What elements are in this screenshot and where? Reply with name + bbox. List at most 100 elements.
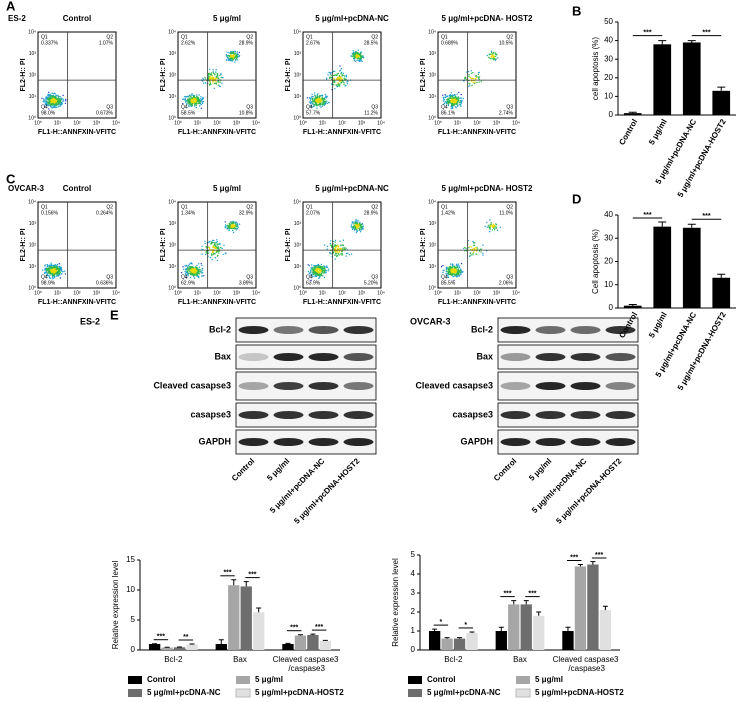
event-dot: [333, 251, 335, 253]
bar: [282, 644, 294, 650]
event-dot: [228, 222, 230, 225]
event-dot: [196, 97, 198, 100]
significance-label: *: [464, 622, 467, 629]
event-dot: [217, 77, 220, 79]
plot-frame: [177, 31, 257, 119]
event-dot: [478, 71, 480, 74]
event-dot: [231, 60, 234, 62]
event-dot: [315, 97, 318, 99]
event-dot: [201, 98, 204, 101]
event-dot: [193, 275, 195, 278]
event-dot: [316, 107, 318, 109]
event-dot: [449, 273, 451, 275]
event-dot: [54, 270, 57, 273]
event-dot: [196, 275, 198, 277]
x-tick-label: 10⁴: [252, 290, 260, 296]
error-bar: [297, 634, 303, 636]
event-dot: [182, 266, 184, 268]
quadrant-name: Q1: [306, 204, 313, 210]
blot-band: [500, 411, 531, 419]
event-dot: [320, 268, 323, 270]
event-dot: [496, 54, 498, 56]
quadrant-percent: 98.0%: [41, 110, 56, 116]
y-tick-label: 10¹: [29, 94, 37, 100]
event-dot: [54, 265, 56, 267]
event-dot: [468, 255, 471, 257]
event-dot: [450, 106, 453, 108]
bar: [653, 44, 672, 115]
event-dot: [222, 253, 224, 256]
event-dot: [235, 58, 238, 60]
event-dot: [318, 102, 321, 105]
event-dot: [229, 57, 231, 59]
event-dot: [482, 252, 484, 254]
event-dot: [223, 244, 225, 246]
bar: [599, 610, 612, 650]
x-tick-label: 10¹: [54, 120, 62, 126]
event-dot: [201, 245, 203, 248]
y-tick-label: 10⁴: [168, 199, 176, 205]
event-dot: [189, 272, 191, 275]
x-tick-label: 10⁴: [512, 290, 520, 296]
event-dot: [237, 226, 239, 228]
x-tick-label: 10¹: [194, 120, 202, 126]
event-dot: [42, 101, 44, 103]
event-dot: [182, 102, 184, 105]
event-dot: [329, 72, 331, 74]
x-tick-label: 10⁰: [434, 290, 442, 296]
event-dot: [322, 101, 324, 104]
event-dot: [65, 98, 67, 101]
x-axis-label: FL1-H::ANNFXIN-VFITC: [178, 129, 256, 136]
blot-band: [238, 411, 269, 419]
event-dot: [351, 222, 353, 224]
event-dot: [61, 273, 63, 275]
significance-label: ***: [643, 29, 651, 36]
event-dot: [184, 273, 186, 275]
event-dot: [329, 73, 332, 75]
event-dot: [352, 50, 354, 52]
event-dot: [60, 269, 63, 272]
legend-label: Control: [427, 675, 455, 684]
event-dot: [480, 80, 482, 83]
event-dot: [203, 275, 205, 277]
event-dot: [214, 242, 216, 244]
event-dot: [447, 276, 450, 278]
x-axis-label: FL1-H::ANNFXIN-VFITC: [178, 299, 256, 306]
event-dot: [337, 252, 339, 254]
event-dot: [359, 58, 361, 60]
event-dot: [350, 224, 353, 226]
quadrant-name: Q1: [181, 34, 188, 40]
event-dot: [53, 101, 55, 104]
significance-label: ***: [503, 590, 511, 597]
event-dot: [59, 103, 62, 105]
event-dot: [200, 272, 203, 274]
event-dot: [216, 244, 218, 246]
quadrant-name: Q1: [441, 34, 448, 40]
y-axis-label: Cell apoptosis (%): [591, 229, 600, 294]
event-dot: [216, 75, 219, 77]
event-dot: [209, 81, 211, 83]
y-tick-label: 10²: [169, 242, 177, 248]
event-dot: [330, 253, 332, 255]
event-dot: [201, 248, 203, 251]
event-dot: [201, 270, 203, 272]
event-dot: [446, 273, 448, 275]
bar: [508, 604, 520, 650]
event-dot: [477, 73, 480, 76]
x-tick-label: 10²: [473, 120, 481, 126]
event-dot: [41, 97, 43, 100]
quadrant-name: Q3: [246, 274, 253, 280]
event-dot: [450, 107, 452, 110]
event-dot: [338, 78, 340, 80]
event-dot: [187, 267, 189, 269]
event-dot: [449, 265, 451, 268]
event-dot: [456, 266, 459, 269]
quadrant-percent: 1.34%: [181, 210, 196, 216]
event-dot: [338, 75, 341, 77]
event-dot: [337, 83, 339, 85]
event-dot: [317, 277, 320, 279]
event-dot: [235, 221, 237, 223]
event-dot: [343, 83, 345, 86]
event-dot: [199, 103, 202, 105]
event-dot: [48, 270, 51, 272]
